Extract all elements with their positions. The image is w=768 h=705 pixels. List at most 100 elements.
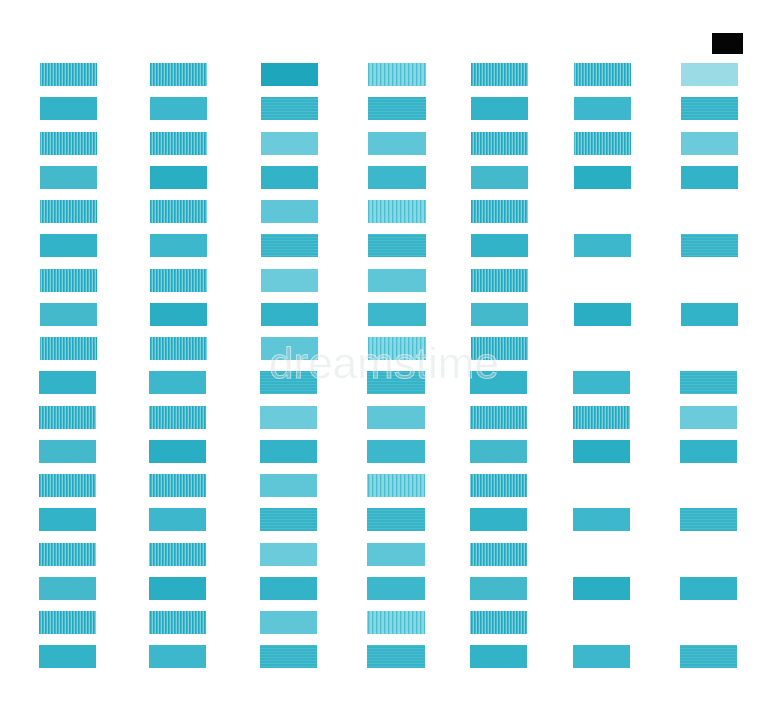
color-swatch — [39, 577, 96, 600]
color-swatch — [39, 508, 96, 531]
color-swatch — [260, 611, 317, 634]
color-swatch — [261, 132, 318, 155]
color-swatch — [471, 200, 528, 223]
color-swatch — [470, 440, 527, 463]
color-swatch — [471, 63, 528, 86]
color-swatch — [680, 440, 737, 463]
color-swatch — [367, 577, 425, 600]
color-swatch — [573, 371, 630, 394]
color-swatch — [40, 166, 97, 189]
color-swatch — [680, 371, 737, 394]
color-swatch — [150, 234, 207, 257]
color-swatch — [367, 645, 425, 668]
color-swatch — [574, 97, 631, 120]
color-swatch — [368, 234, 426, 257]
color-swatch — [470, 371, 527, 394]
color-swatch — [150, 200, 207, 223]
color-swatch — [680, 406, 737, 429]
color-swatch — [260, 508, 317, 531]
color-swatch — [367, 440, 425, 463]
color-swatch — [471, 234, 528, 257]
watermark: dreamstime — [269, 339, 499, 388]
color-swatch — [261, 303, 318, 326]
color-swatch — [368, 303, 426, 326]
color-swatch — [573, 440, 630, 463]
color-swatch — [39, 543, 96, 566]
color-swatch — [471, 132, 528, 155]
color-swatch — [681, 132, 738, 155]
color-swatch — [149, 611, 206, 634]
color-swatch — [150, 166, 207, 189]
color-swatch — [368, 132, 426, 155]
color-swatch — [573, 577, 630, 600]
color-swatch — [367, 543, 425, 566]
color-swatch — [39, 371, 96, 394]
color-swatch — [149, 508, 206, 531]
color-swatch — [261, 269, 318, 292]
color-swatch — [260, 371, 317, 394]
color-swatch — [368, 269, 426, 292]
color-swatch — [367, 474, 425, 497]
color-swatch — [40, 269, 97, 292]
color-swatch — [149, 474, 206, 497]
color-swatch — [681, 166, 738, 189]
color-swatch — [261, 97, 318, 120]
color-swatch — [470, 543, 527, 566]
color-swatch — [368, 166, 426, 189]
color-swatch — [40, 200, 97, 223]
color-swatch — [149, 371, 206, 394]
color-swatch — [260, 577, 317, 600]
color-swatch — [471, 166, 528, 189]
color-swatch — [574, 132, 631, 155]
color-swatch — [150, 337, 207, 360]
color-swatch — [260, 406, 317, 429]
color-swatch — [471, 97, 528, 120]
color-swatch — [470, 645, 527, 668]
color-swatch — [471, 269, 528, 292]
color-swatch — [681, 63, 738, 86]
color-swatch — [39, 440, 96, 463]
color-swatch — [150, 303, 207, 326]
color-swatch — [39, 645, 96, 668]
color-swatch — [39, 406, 96, 429]
color-swatch — [367, 371, 425, 394]
color-swatch — [260, 440, 317, 463]
color-swatch — [261, 337, 318, 360]
color-swatch — [471, 303, 528, 326]
color-swatch — [681, 303, 738, 326]
color-swatch — [680, 508, 737, 531]
color-swatch — [40, 63, 97, 86]
color-swatch — [149, 577, 206, 600]
swatch-grid — [39, 63, 738, 668]
color-swatch — [40, 234, 97, 257]
color-swatch — [470, 474, 527, 497]
color-swatch — [261, 166, 318, 189]
color-swatch — [574, 234, 631, 257]
color-swatch — [260, 543, 317, 566]
color-swatch — [367, 406, 425, 429]
color-swatch — [368, 63, 426, 86]
color-swatch — [368, 200, 426, 223]
color-swatch — [40, 132, 97, 155]
color-swatch — [368, 97, 426, 120]
color-swatch — [471, 337, 528, 360]
color-swatch — [150, 63, 207, 86]
color-swatch — [367, 611, 425, 634]
color-swatch — [680, 645, 737, 668]
color-swatch — [574, 166, 631, 189]
color-swatch — [39, 474, 96, 497]
color-swatch — [260, 474, 317, 497]
color-swatch — [681, 97, 738, 120]
color-swatch — [681, 234, 738, 257]
registration-mark — [712, 33, 743, 54]
color-swatch — [150, 132, 207, 155]
color-swatch — [573, 406, 630, 429]
color-swatch — [40, 97, 97, 120]
color-swatch — [573, 645, 630, 668]
color-swatch — [40, 303, 97, 326]
color-swatch — [574, 63, 631, 86]
color-swatch — [470, 508, 527, 531]
color-swatch — [470, 611, 527, 634]
